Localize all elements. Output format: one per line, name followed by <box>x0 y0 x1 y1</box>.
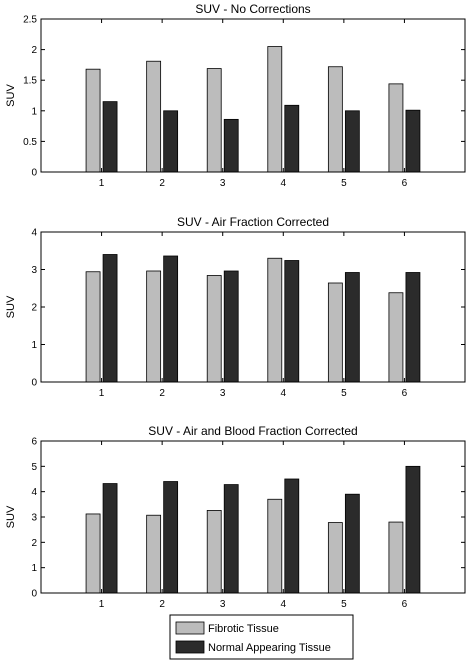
x-tick-label: 2 <box>159 599 165 610</box>
y-tick-label: 1 <box>31 106 37 117</box>
axes-frame <box>40 18 466 173</box>
legend: Fibrotic Tissue Normal Appearing Tissue <box>169 614 354 660</box>
bar-fibrotic-2 <box>146 514 162 594</box>
bar-normal-6 <box>405 272 421 383</box>
bar-normal-1 <box>102 101 118 173</box>
y-axis-label: SUV <box>5 295 17 318</box>
y-tick-label: 3 <box>31 513 37 524</box>
y-tick-label: 0 <box>31 168 37 179</box>
bar-normal-6 <box>405 109 421 173</box>
y-tick-label: 6 <box>31 437 37 448</box>
bar-fibrotic-1 <box>85 271 101 383</box>
bar-fibrotic-2 <box>146 60 162 173</box>
bar-fibrotic-6 <box>388 521 404 594</box>
y-tick-label: 0 <box>31 589 37 600</box>
legend-label-normal: Normal Appearing Tissue <box>208 642 331 654</box>
x-tick-label: 4 <box>281 388 287 399</box>
y-tick-label: 2 <box>31 45 37 56</box>
x-tick-label: 1 <box>99 178 105 189</box>
y-tick-label: 1 <box>31 340 37 351</box>
bar-fibrotic-5 <box>327 282 343 383</box>
x-tick-label: 5 <box>341 599 347 610</box>
x-tick-label: 6 <box>402 178 408 189</box>
bar-fibrotic-1 <box>85 513 101 594</box>
chart-title: SUV - Air and Blood Fraction Corrected <box>148 424 357 438</box>
x-tick-label: 1 <box>99 599 105 610</box>
chart-title: SUV - No Corrections <box>195 2 310 16</box>
x-tick-label: 2 <box>159 178 165 189</box>
y-tick-label: 2.5 <box>23 15 37 26</box>
bar-fibrotic-4 <box>267 257 283 383</box>
chart-title: SUV - Air Fraction Corrected <box>177 215 329 229</box>
x-tick-label: 5 <box>341 178 347 189</box>
y-tick-label: 1 <box>31 563 37 574</box>
y-tick-label: 0 <box>31 378 37 389</box>
bar-normal-5 <box>344 272 360 383</box>
legend-swatch-normal <box>175 640 205 654</box>
chart-panel-2: SUV - Air Fraction Corrected SUV 0 1 2 3 4 1 2 3 4… <box>5 215 466 399</box>
bar-normal-2 <box>163 255 179 383</box>
bar-fibrotic-4 <box>267 46 283 173</box>
bar-fibrotic-3 <box>206 275 222 383</box>
chart-panel-1: SUV - No Corrections SUV 0 0.5 1 1.5 2 2.5 1 2 3 4 5… <box>5 2 466 189</box>
x-tick-label: 5 <box>341 388 347 399</box>
bar-normal-4 <box>284 260 300 383</box>
bar-normal-1 <box>102 254 118 383</box>
y-tick-label: 4 <box>31 487 37 498</box>
bar-normal-5 <box>344 110 360 173</box>
bar-fibrotic-1 <box>85 68 101 173</box>
x-tick-label: 3 <box>220 178 226 189</box>
y-tick-label: 4 <box>31 228 37 239</box>
bar-normal-3 <box>223 118 239 173</box>
legend-label-fibrotic: Fibrotic Tissue <box>208 623 279 635</box>
x-tick-label: 4 <box>281 599 287 610</box>
bar-normal-3 <box>223 484 239 594</box>
bar-fibrotic-4 <box>267 498 283 594</box>
bar-normal-2 <box>163 110 179 173</box>
bar-normal-4 <box>284 478 300 594</box>
y-axis-label: SUV <box>5 505 17 528</box>
bar-fibrotic-3 <box>206 510 222 594</box>
y-tick-label: 2 <box>31 303 37 314</box>
x-tick-label: 4 <box>281 178 287 189</box>
bar-normal-5 <box>344 493 360 594</box>
chart-panel-3: SUV - Air and Blood Fraction Corrected SU… <box>5 424 466 610</box>
y-tick-label: 1.5 <box>23 76 37 87</box>
bar-normal-1 <box>102 483 118 594</box>
bar-fibrotic-3 <box>206 68 222 173</box>
y-tick-label: 0.5 <box>23 137 37 148</box>
y-tick-label: 5 <box>31 462 37 473</box>
x-tick-label: 3 <box>220 599 226 610</box>
x-tick-label: 6 <box>402 388 408 399</box>
bar-fibrotic-2 <box>146 270 162 383</box>
bar-fibrotic-6 <box>388 83 404 173</box>
bar-fibrotic-5 <box>327 522 343 594</box>
bar-normal-2 <box>163 481 179 594</box>
x-tick-label: 2 <box>159 388 165 399</box>
bar-fibrotic-6 <box>388 292 404 383</box>
bar-normal-3 <box>223 270 239 383</box>
x-tick-label: 1 <box>99 388 105 399</box>
y-tick-label: 2 <box>31 538 37 549</box>
bar-normal-4 <box>284 104 300 173</box>
x-tick-label: 6 <box>402 599 408 610</box>
bar-normal-6 <box>405 465 421 594</box>
y-tick-label: 3 <box>31 265 37 276</box>
legend-swatch-fibrotic <box>175 621 205 635</box>
y-axis-label: SUV <box>5 84 17 107</box>
bar-fibrotic-5 <box>327 66 343 173</box>
x-tick-label: 3 <box>220 388 226 399</box>
